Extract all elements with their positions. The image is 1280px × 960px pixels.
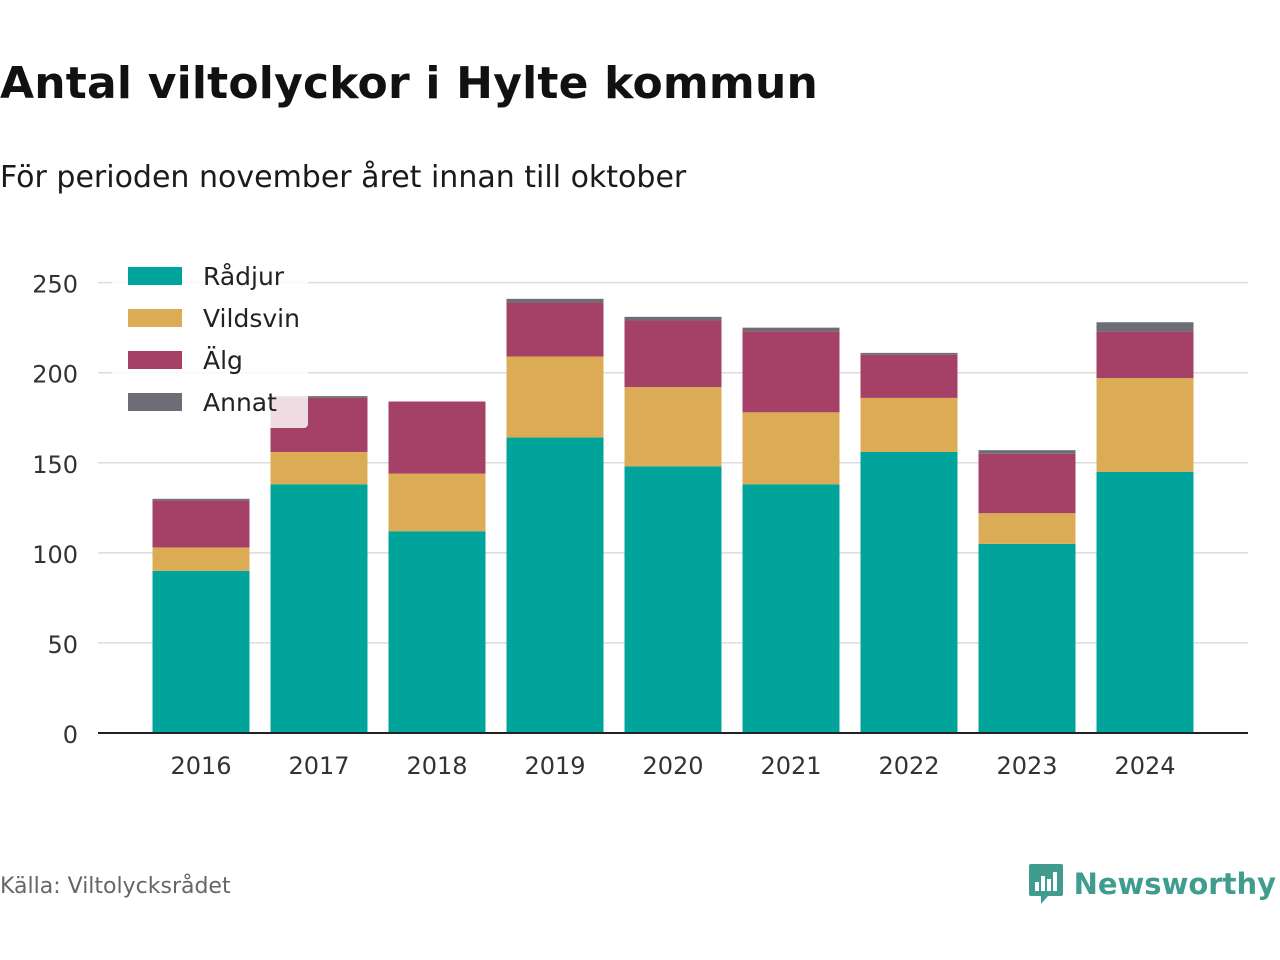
bar-segment xyxy=(978,543,1076,733)
bar-segment xyxy=(742,412,840,485)
x-tick-label: 2024 xyxy=(1114,752,1175,780)
bar-segment xyxy=(978,513,1076,544)
bar-segment xyxy=(1096,331,1194,379)
bar-segment xyxy=(270,396,368,398)
x-tick-label: 2022 xyxy=(878,752,939,780)
x-tick-label: 2020 xyxy=(642,752,703,780)
bar-segment xyxy=(152,570,250,733)
bar-segment xyxy=(506,437,604,733)
y-tick-label: 150 xyxy=(32,451,78,479)
bar-segment xyxy=(388,473,486,532)
legend-label: Älg xyxy=(203,346,243,375)
legend-swatch xyxy=(128,393,182,411)
x-tick-label: 2016 xyxy=(170,752,231,780)
bar-segment xyxy=(860,354,958,398)
bar-segment xyxy=(860,397,958,452)
bar-segment xyxy=(270,484,368,733)
bar-segment xyxy=(860,352,958,355)
bar-segment xyxy=(1096,322,1194,332)
bar-segment xyxy=(978,450,1076,454)
bar-segment xyxy=(506,302,604,357)
bar-segment xyxy=(742,484,840,733)
brand-logo: Newsworthy xyxy=(1028,862,1276,906)
newsworthy-icon xyxy=(1028,864,1063,904)
bar-segment xyxy=(1096,378,1194,472)
bar-segment xyxy=(152,498,250,501)
x-tick-label: 2019 xyxy=(524,752,585,780)
bar-segment xyxy=(624,466,722,733)
brand-name: Newsworthy xyxy=(1073,867,1276,901)
chart-subtitle: För perioden november året innan till ok… xyxy=(0,160,687,195)
legend-label: Annat xyxy=(203,388,277,417)
y-tick-label: 50 xyxy=(47,631,78,659)
bar-segment xyxy=(742,327,840,332)
bar-segment xyxy=(152,500,250,548)
source-note: Källa: Viltolycksrådet xyxy=(0,874,231,899)
bar-segment xyxy=(388,401,486,474)
y-tick-label: 250 xyxy=(32,271,78,299)
bar-segment xyxy=(742,331,840,413)
legend-swatch xyxy=(128,351,182,369)
x-tick-label: 2017 xyxy=(288,752,349,780)
legend-label: Rådjur xyxy=(203,262,285,291)
legend-swatch xyxy=(128,309,182,327)
y-tick-label: 200 xyxy=(32,361,78,389)
bar-segment xyxy=(624,320,722,388)
bar-segment xyxy=(152,547,250,571)
legend-label: Vildsvin xyxy=(203,304,300,333)
bar-segment xyxy=(388,531,486,733)
bar-segment xyxy=(1096,471,1194,733)
y-tick-label: 100 xyxy=(32,541,78,569)
bar-segment xyxy=(624,387,722,467)
bar-segment xyxy=(624,316,722,321)
bar-segment xyxy=(860,451,958,733)
x-tick-label: 2018 xyxy=(406,752,467,780)
bar-segment xyxy=(270,451,368,485)
x-tick-label: 2021 xyxy=(760,752,821,780)
y-tick-label: 0 xyxy=(63,721,78,749)
x-tick-label: 2023 xyxy=(996,752,1057,780)
bar-segment xyxy=(978,453,1076,514)
bar-segment xyxy=(506,356,604,438)
legend-background xyxy=(112,257,308,428)
bar-segment xyxy=(506,298,604,303)
legend-swatch xyxy=(128,267,182,285)
chart-title: Antal viltolyckor i Hylte kommun xyxy=(0,58,819,109)
